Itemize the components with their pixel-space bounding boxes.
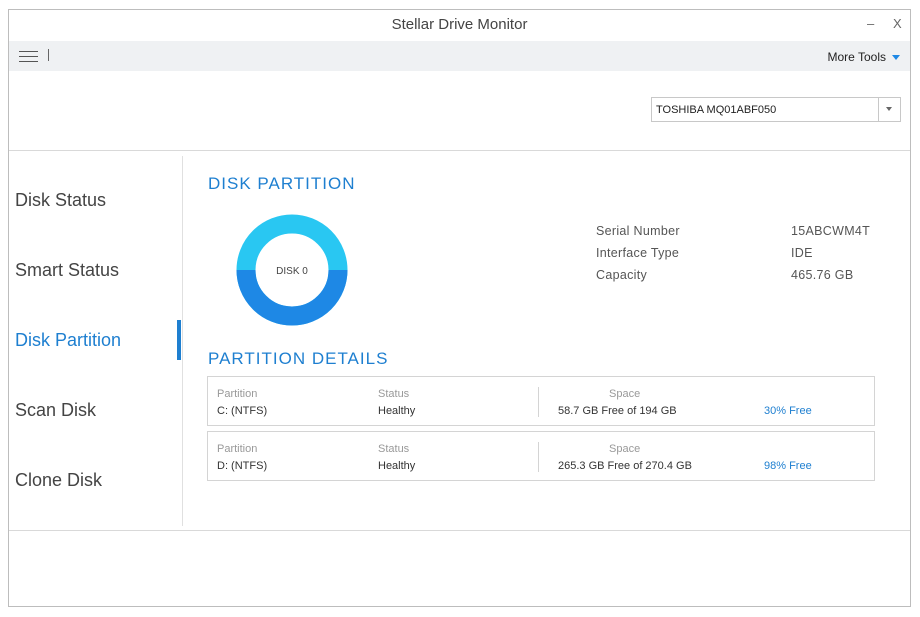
serial-number-label: Serial Number [596, 224, 680, 238]
partition-card[interactable]: Partition Status Space C: (NTFS) Healthy… [207, 376, 875, 426]
sidebar-item-clone-disk[interactable]: Clone Disk [15, 470, 103, 490]
close-button[interactable]: X [893, 16, 902, 31]
partition-details-title: PARTITION DETAILS [208, 349, 389, 368]
partition-header: Partition [217, 443, 258, 455]
partition-name: D: (NTFS) [217, 460, 268, 472]
main-content: DISK PARTITION DISK 0 Serial Number 15AB… [183, 156, 911, 526]
partition-free-percent[interactable]: 30% Free [764, 405, 812, 417]
disk-donut-chart[interactable]: DISK 0 [236, 214, 348, 326]
menu-divider [48, 49, 49, 61]
donut-used-segment [236, 269, 348, 326]
sidebar-item-scan-disk[interactable]: Scan Disk [15, 400, 97, 420]
hamburger-menu-icon[interactable] [19, 51, 38, 62]
capacity-label: Capacity [596, 268, 648, 282]
partition-status: Healthy [378, 405, 416, 417]
minimize-button[interactable]: – [867, 16, 875, 31]
card-divider [538, 387, 539, 417]
sidebar-item-disk-partition[interactable]: Disk Partition [15, 330, 122, 350]
sidebar: Disk Status Smart Status Disk Partition … [9, 156, 183, 526]
dropdown-button[interactable] [878, 98, 900, 121]
drive-selector-area: TOSHIBA MQ01ABF050 [9, 71, 910, 151]
active-indicator [177, 320, 181, 360]
status-bar-divider [9, 530, 910, 531]
partition-space: 58.7 GB Free of 194 GB [558, 405, 677, 417]
drive-select-value: TOSHIBA MQ01ABF050 [656, 104, 777, 116]
menu-bar: More Tools [9, 41, 910, 71]
status-header: Status [378, 443, 410, 455]
partition-name: C: (NTFS) [217, 405, 268, 417]
interface-type-value: IDE [791, 246, 813, 260]
serial-number-value: 15ABCWM4T [791, 224, 871, 238]
more-tools-button[interactable]: More Tools [828, 50, 900, 64]
partition-card[interactable]: Partition Status Space D: (NTFS) Healthy… [207, 431, 875, 481]
drive-select[interactable]: TOSHIBA MQ01ABF050 [651, 97, 901, 122]
space-header: Space [609, 443, 641, 455]
caret-down-icon [892, 55, 900, 61]
partition-status: Healthy [378, 460, 416, 472]
capacity-value: 465.76 GB [791, 268, 854, 282]
app-window: Stellar Drive Monitor – X More Tools TOS… [8, 9, 911, 607]
chevron-down-icon [886, 107, 892, 111]
card-divider [538, 442, 539, 472]
sidebar-item-disk-status[interactable]: Disk Status [15, 190, 107, 210]
sidebar-item-smart-status[interactable]: Smart Status [15, 260, 120, 280]
disk-partition-title: DISK PARTITION [208, 174, 356, 193]
title-bar: Stellar Drive Monitor – X [9, 10, 910, 41]
partition-space: 265.3 GB Free of 270.4 GB [558, 460, 692, 472]
partition-free-percent[interactable]: 98% Free [764, 460, 812, 472]
status-header: Status [378, 388, 410, 400]
partition-header: Partition [217, 388, 258, 400]
space-header: Space [609, 388, 641, 400]
more-tools-label: More Tools [827, 50, 886, 64]
window-title: Stellar Drive Monitor [391, 16, 528, 33]
donut-label: DISK 0 [276, 266, 308, 277]
interface-type-label: Interface Type [596, 246, 680, 260]
